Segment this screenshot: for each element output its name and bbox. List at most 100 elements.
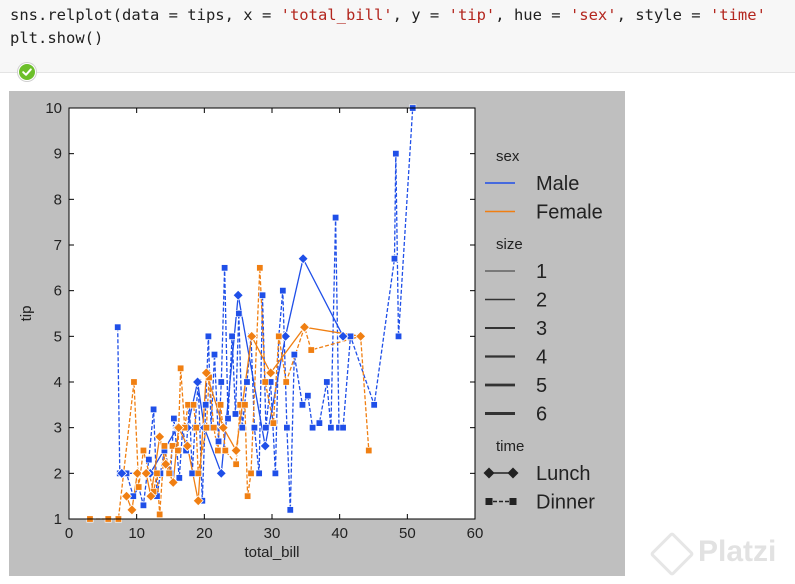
data-point: [390, 255, 398, 263]
data-point: [217, 401, 225, 409]
data-point: [221, 446, 229, 454]
data-point: [200, 367, 212, 379]
code-cell[interactable]: sns.relplot(data = tips, x = 'total_bill…: [0, 0, 795, 73]
data-point: [177, 364, 185, 372]
data-point: [210, 424, 218, 432]
data-point: [395, 332, 403, 340]
code-line-1: sns.relplot(data = tips, x = 'total_bill…: [10, 6, 766, 24]
code-token: 'total_bill': [280, 6, 393, 24]
platzi-logo-icon: [649, 531, 695, 577]
data-point: [165, 469, 173, 477]
data-point: [262, 424, 270, 432]
data-point: [181, 440, 193, 452]
y-tick-label: 8: [54, 191, 62, 208]
data-point: [215, 467, 227, 479]
data-point: [145, 490, 157, 502]
data-point: [120, 490, 133, 502]
x-tick-label: 30: [264, 525, 281, 542]
data-point: [135, 483, 143, 491]
data-point: [154, 431, 166, 443]
y-tick-label: 7: [54, 237, 62, 254]
data-point: [243, 378, 251, 386]
legend-label-female: Female: [536, 202, 603, 224]
data-point: [217, 378, 225, 386]
data-point: [259, 440, 271, 452]
data-point: [139, 501, 147, 509]
data-point: [286, 506, 294, 514]
x-tick-label: 20: [196, 525, 213, 542]
legend-label-2: 2: [536, 290, 547, 312]
data-point: [250, 424, 258, 432]
data-point: [116, 467, 128, 479]
y-tick-label: 10: [45, 100, 62, 117]
legend-label-lunch: Lunch: [536, 463, 591, 485]
data-point: [392, 150, 400, 158]
relplot-chart: 0 10 20 30 40 50 60 1 2 3 4 5 6 7 8 9 10 total_bill tip sex…: [18, 100, 603, 561]
data-point: [259, 291, 267, 299]
figure-output: 0 10 20 30 40 50 60 1 2 3 4 5 6 7 8 9 10 total_bill tip sex…: [9, 91, 625, 576]
y-tick-label: 2: [54, 465, 62, 482]
data-point: [169, 442, 177, 450]
legend-label-4: 4: [536, 347, 547, 369]
data-point: [126, 504, 138, 516]
data-point: [174, 446, 182, 454]
legend-label-5: 5: [536, 375, 547, 397]
data-point: [130, 378, 138, 386]
data-point: [241, 401, 249, 409]
legend-marker-square: [485, 498, 493, 505]
data-point: [247, 469, 255, 477]
data-point: [355, 330, 367, 342]
data-point: [279, 287, 287, 295]
data-point: [269, 419, 277, 427]
code-token: , y =: [392, 6, 449, 24]
code-token: plt.show(): [10, 29, 104, 47]
data-point: [304, 392, 312, 400]
data-point: [307, 346, 315, 354]
series-line-female-dinner: [90, 267, 370, 520]
watermark-text: Platzi: [698, 535, 777, 568]
code-token: sns.relplot(data = tips, x =: [10, 6, 281, 24]
data-point: [256, 264, 264, 272]
data-point: [283, 424, 291, 432]
data-point: [192, 495, 204, 507]
data-point: [145, 456, 153, 464]
x-tick-label: 60: [467, 525, 484, 542]
x-tick-label: 50: [399, 525, 416, 542]
data-point: [192, 424, 200, 432]
legend-label-male: Male: [536, 173, 579, 195]
data-point: [210, 351, 218, 359]
data-point: [238, 424, 246, 432]
data-point: [167, 476, 179, 489]
data-point: [323, 378, 331, 386]
y-tick-label: 6: [54, 283, 62, 300]
data-point: [175, 474, 183, 482]
code-token: 'time': [709, 6, 766, 24]
legend-marker-diamond: [483, 467, 495, 479]
x-tick-label: 10: [128, 525, 145, 542]
data-point: [214, 446, 222, 454]
data-point: [275, 332, 283, 340]
legend-marker-diamond: [507, 467, 519, 479]
legend-label-1: 1: [536, 261, 547, 283]
data-point: [290, 351, 298, 359]
data-point: [170, 415, 178, 423]
y-tick-label: 4: [54, 374, 62, 391]
x-tick-label: 40: [331, 525, 348, 542]
series-line-male-lunch: [121, 256, 344, 474]
code-token: , style =: [616, 6, 710, 24]
legend-title-sex: sex: [496, 148, 520, 165]
legend-title-size: size: [496, 236, 523, 253]
data-point: [188, 469, 196, 477]
data-point: [224, 415, 232, 423]
y-tick-label: 3: [54, 420, 62, 437]
data-point: [230, 444, 242, 457]
legend-title-time: time: [496, 438, 524, 455]
data-point: [153, 469, 161, 477]
data-point: [221, 264, 229, 272]
data-point: [327, 424, 335, 432]
data-point: [194, 469, 202, 477]
y-tick-label: 9: [54, 146, 62, 163]
data-point: [271, 469, 279, 477]
data-point: [150, 405, 158, 413]
data-point: [246, 330, 258, 342]
